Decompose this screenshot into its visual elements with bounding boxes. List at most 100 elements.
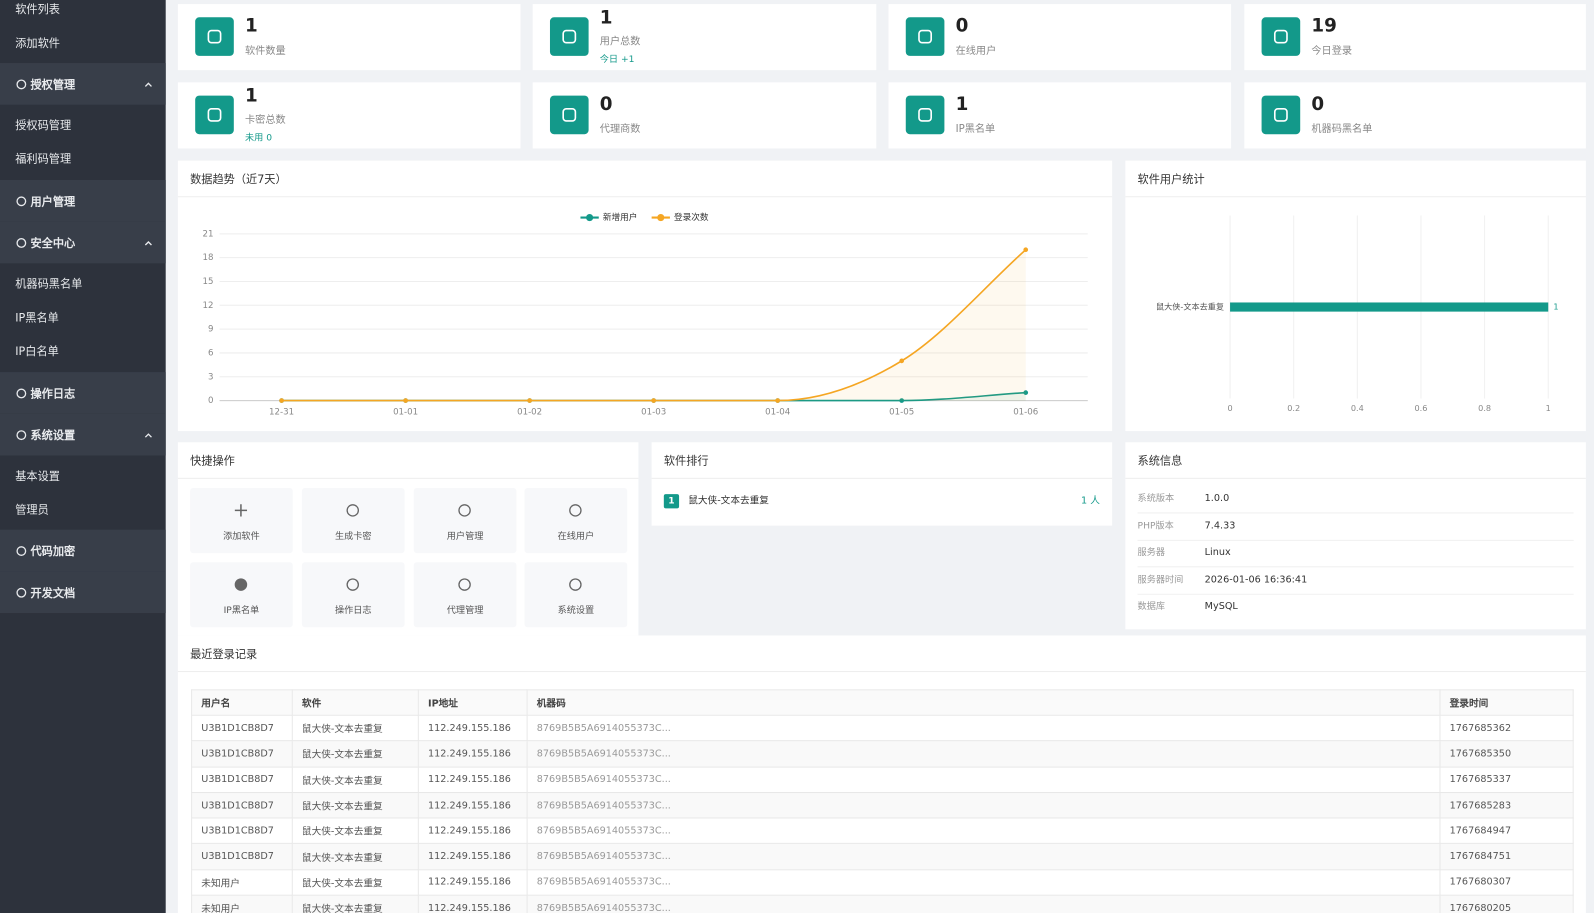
menu-icon	[16, 237, 27, 248]
menu-item[interactable]: 基本设置	[0, 459, 166, 493]
action-icon	[569, 504, 582, 517]
x-tick-label: 01-02	[517, 407, 542, 417]
graphic: 0 3 6 9 12 15 18 21 12-31 01-01 01-02 01-03 01-04 01-…	[202, 211, 1088, 417]
action-icon	[569, 578, 582, 591]
stat-glyph	[207, 107, 222, 122]
stat-glyph	[1273, 107, 1288, 122]
menu-item[interactable]: 管理员	[0, 492, 166, 526]
stat-icon	[1261, 17, 1301, 56]
stat-label: 用户总数	[599, 36, 641, 48]
x-tick-label: 01-04	[765, 407, 790, 417]
x-tick-label: 0.4	[1351, 403, 1364, 413]
table-cell: U3B1D1CB8D7	[191, 791, 293, 819]
chevron-shape	[144, 240, 152, 245]
info-value: 1.0.0	[1204, 493, 1230, 505]
panel-divider	[1125, 477, 1586, 479]
menu-group[interactable]: 开发文档	[0, 571, 166, 614]
stat-icon	[195, 17, 234, 56]
bar	[1230, 302, 1549, 312]
x-tick-label: 01-05	[889, 407, 914, 417]
quick-action[interactable]: 代理管理	[413, 562, 517, 628]
action-icon	[458, 504, 471, 517]
info-value: MySQL	[1204, 600, 1238, 613]
menu-item[interactable]: 福利码管理	[0, 141, 166, 175]
icon-shape	[234, 578, 248, 591]
column-header: 登录时间	[1439, 689, 1574, 716]
info-label: 数据库	[1137, 601, 1166, 613]
info-value: 2026-01-06 16:36:41	[1204, 573, 1308, 586]
legend-label: 登录次数	[674, 211, 709, 223]
menu-label: 开发文档	[30, 586, 76, 600]
menu-label: 福利码管理	[15, 151, 72, 166]
icon-shape	[16, 78, 27, 89]
menu-group[interactable]: 代码加密	[0, 529, 166, 572]
menu-label: 添加软件	[15, 36, 60, 50]
action-label: 代理管理	[446, 605, 484, 617]
table-cell: 8769B5B5A6914055373C...	[526, 714, 1441, 742]
stat-card: 1 卡密总数 未用 0	[177, 82, 521, 149]
login-table: 用户名 软件 IP地址 机器码 登录时间 U3B1D1CB8D7 鼠大侠-文本去重复 112.…	[191, 689, 1574, 913]
quick-action[interactable]: 用户管理	[413, 488, 517, 554]
table-row: U3B1D1CB8D7 鼠大侠-文本去重复 112.249.155.186 8769B…	[191, 817, 1574, 845]
menu-group[interactable]: 操作日志	[0, 372, 166, 414]
quick-action[interactable]: 系统设置	[524, 562, 628, 628]
menu-group[interactable]: 用户管理	[0, 179, 166, 222]
quick-action[interactable]: 生成卡密	[301, 488, 405, 554]
stat-card: 1 用户总数 今日 +1	[532, 4, 877, 71]
point	[279, 398, 284, 403]
legend-label: 新增用户	[603, 211, 638, 223]
table-cell: U3B1D1CB8D7	[191, 766, 293, 793]
x-tick-label: 01-01	[393, 407, 418, 417]
table-cell: 鼠大侠-文本去重复	[291, 714, 419, 742]
panel-title: 快捷操作	[190, 454, 235, 468]
menu-icon	[16, 429, 27, 440]
menu-label: 代码加密	[30, 544, 76, 558]
sidebar: 软件列表添加软件授权管理授权码管理福利码管理用户管理 安全中心 机器码黑名单 IP黑名…	[0, 0, 166, 913]
stat-label: 今日登录	[1311, 45, 1353, 57]
table-cell: U3B1D1CB8D7	[191, 740, 293, 768]
table-cell: 112.249.155.186	[417, 894, 528, 913]
menu-item[interactable]: IP白名单	[0, 333, 166, 367]
panel: 软件用户统计	[1125, 160, 1586, 432]
glyph-shape	[207, 29, 222, 44]
glyph-shape	[918, 29, 933, 44]
stat-card: 0 在线用户	[888, 4, 1232, 71]
table-cell: 1767685362	[1439, 714, 1574, 742]
menu-item[interactable]: 添加软件	[0, 25, 166, 59]
y-tick-label: 3	[208, 372, 213, 382]
menu-group[interactable]: 系统设置	[0, 413, 166, 456]
menu-group[interactable]: 安全中心	[0, 221, 166, 264]
table-cell: 1767685350	[1439, 740, 1574, 768]
chevron	[144, 81, 152, 87]
action-icon	[346, 578, 360, 591]
panel-title: 数据趋势（近7天）	[190, 172, 287, 187]
table-cell: 鼠大侠-文本去重复	[291, 817, 419, 845]
menu-item[interactable]: 软件列表	[0, 0, 166, 25]
action-label: 操作日志	[334, 605, 372, 617]
menu-label: 基本设置	[15, 469, 60, 483]
glyph-shape	[207, 107, 222, 122]
menu-item[interactable]: IP黑名单	[0, 300, 166, 334]
action-label: IP黑名单	[223, 605, 260, 617]
table-cell: U3B1D1CB8D7	[191, 714, 293, 742]
icon-shape	[458, 504, 471, 517]
icon-shape	[16, 429, 27, 440]
menu-item[interactable]: 机器码黑名单	[0, 266, 166, 300]
table-cell: 1767685337	[1439, 766, 1574, 793]
rank-count: 1 人	[1081, 495, 1100, 507]
menu-item[interactable]: 授权码管理	[0, 108, 166, 142]
quick-action[interactable]: 添加软件	[190, 488, 293, 554]
stat-icon	[549, 95, 589, 135]
quick-action[interactable]: 在线用户	[524, 488, 628, 554]
quick-action[interactable]: 操作日志	[301, 562, 405, 628]
chevron	[144, 240, 152, 245]
stat-card: 1 IP黑名单	[888, 82, 1232, 149]
stat-glyph	[562, 29, 577, 44]
quick-action[interactable]: IP黑名单	[190, 562, 293, 628]
menu-group[interactable]: 授权管理	[0, 63, 166, 105]
table-cell: 1767685283	[1439, 791, 1574, 819]
table-cell: 112.249.155.186	[417, 869, 528, 896]
menu-label: 授权码管理	[15, 118, 72, 132]
